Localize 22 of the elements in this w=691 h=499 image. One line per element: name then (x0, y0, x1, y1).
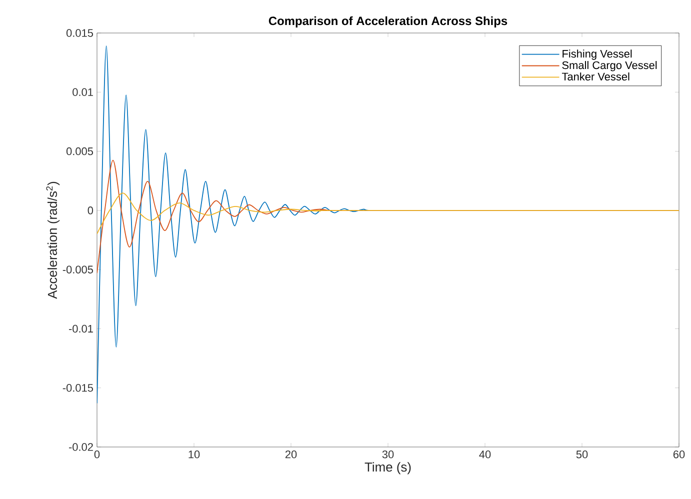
x-tick-label: 0 (94, 450, 100, 458)
y-tick-label: -0.005 (62, 266, 94, 274)
y-tick-label: 0.015 (66, 29, 94, 37)
y-tick-label: 0.01 (72, 88, 93, 96)
legend-label: Fishing Vessel (562, 50, 632, 60)
legend-label: Small Cargo Vessel (562, 61, 657, 72)
y-tick-label: -0.01 (68, 324, 93, 333)
y-tick-label: 0.005 (66, 147, 94, 156)
y-tick-label: -0.015 (62, 384, 94, 392)
y-tick-label: -0.02 (68, 443, 93, 451)
line-series (97, 192, 680, 234)
x-tick-label: 40 (479, 450, 491, 458)
x-tick-label: 10 (188, 450, 200, 458)
x-tick-label: 60 (673, 450, 685, 458)
y-axis-title: Acceleration (rad/s$^{2}$) (46, 182, 60, 299)
x-tick-label: 20 (285, 450, 297, 458)
chart-title: Comparison of Acceleration Across Ships (268, 16, 508, 28)
x-tick-label: 30 (382, 450, 394, 458)
x-tick-label: 50 (576, 450, 588, 458)
y-tick-label: 0 (88, 206, 94, 214)
x-axis-title: Time (s) (364, 462, 411, 474)
legend-label: Tanker Vessel (562, 72, 630, 80)
